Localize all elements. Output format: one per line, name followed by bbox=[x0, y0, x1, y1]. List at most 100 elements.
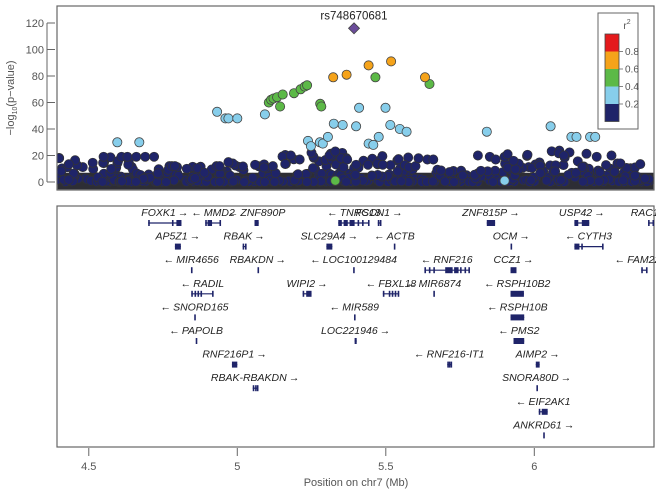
snp-point-low-ld bbox=[367, 170, 377, 181]
snp-point-low-ld bbox=[223, 157, 234, 168]
gene-exon bbox=[543, 432, 545, 439]
snp-point-low-ld bbox=[247, 172, 258, 183]
gene-WIPI2: WIPI2 → bbox=[286, 278, 328, 297]
gene-exon bbox=[450, 361, 453, 368]
gene-label: ← RNF216 bbox=[421, 254, 473, 266]
x-axis: 4.5 5 5.5 6 bbox=[81, 448, 537, 473]
gene-RNF216-IT1: ← RNF216-IT1 bbox=[414, 349, 484, 368]
gene-PAPOLB: ← PAPOLB bbox=[169, 325, 223, 344]
gene-label: RBAK → bbox=[224, 231, 265, 243]
gene-exon bbox=[171, 220, 174, 226]
gene-exon bbox=[602, 243, 604, 250]
snp-point-low-ld bbox=[559, 150, 569, 161]
gene-USP42: USP42 → bbox=[559, 207, 605, 226]
snp-point-low-ld bbox=[190, 173, 200, 184]
gene-exon bbox=[254, 220, 259, 226]
gene-ZNF815P: ZNF815P → bbox=[461, 207, 520, 226]
snp-point-low-ld bbox=[594, 167, 605, 178]
snp-point-r2-0-2-0-4 bbox=[337, 120, 348, 131]
gene-exon bbox=[207, 220, 213, 226]
legend-bin-0.2-0.4 bbox=[605, 86, 619, 104]
gene-LOC100129484: ← LOC100129484 bbox=[310, 254, 397, 274]
gene-exon bbox=[581, 220, 590, 226]
snp-point-low-ld bbox=[640, 173, 650, 184]
gene-exon bbox=[354, 314, 356, 321]
gene-exon bbox=[428, 267, 431, 274]
legend-tick-label: 0.4 bbox=[625, 82, 639, 93]
gene-label: ← ZNF890P bbox=[228, 207, 286, 219]
snp-point-low-ld bbox=[152, 168, 163, 179]
gene-exon bbox=[394, 290, 397, 297]
snp-point-low-ld bbox=[169, 161, 180, 172]
snp-point-r2-0-2-0-4 bbox=[259, 109, 270, 120]
gene-exon bbox=[652, 220, 655, 226]
gene-CYTH3: ← CYTH3 bbox=[565, 231, 612, 250]
snp-point-r2-0-6-0-8 bbox=[419, 72, 430, 83]
gene-SNORD165: ← SNORD165 bbox=[160, 301, 229, 321]
gene-label: ← MMD2 bbox=[191, 207, 235, 219]
gene-label: WIPI2 → bbox=[286, 278, 327, 290]
snp-point-low-ld bbox=[228, 176, 239, 187]
gene-exon bbox=[377, 220, 380, 226]
gene-exon bbox=[353, 267, 355, 274]
gene-FAM220A: ← FAM220A bbox=[615, 254, 656, 274]
legend-bin-0.8-1.0 bbox=[605, 34, 619, 52]
snp-point-low-ld bbox=[436, 165, 447, 176]
snp-point-r2-0-2-0-4 bbox=[112, 137, 123, 148]
snp-point-low-ld bbox=[555, 175, 566, 186]
snp-point-low-ld bbox=[440, 176, 450, 187]
gene-exon bbox=[424, 267, 427, 274]
snp-point-low-ld bbox=[593, 176, 604, 187]
snp-point-low-ld bbox=[239, 177, 250, 187]
snp-point-low-ld bbox=[250, 159, 261, 170]
snp-point-low-ld bbox=[449, 177, 460, 187]
gene-RBAKDN: RBAKDN → bbox=[230, 254, 286, 274]
snp-point-low-ld bbox=[541, 175, 552, 186]
snp-point-low-ld bbox=[106, 163, 117, 174]
snp-point-low-ld bbox=[341, 176, 352, 187]
gene-label: ← TNRC18 bbox=[327, 207, 381, 219]
gene-exon bbox=[148, 220, 150, 226]
gene-label: ← PMS2 bbox=[498, 325, 539, 337]
snp-point-low-ld bbox=[181, 163, 192, 174]
snp-point-low-ld bbox=[351, 159, 362, 170]
r2-legend: r2 0.8 0.6 0.4 0.2 bbox=[597, 12, 639, 130]
x-tick-label: 5.5 bbox=[378, 461, 393, 473]
snp-point-low-ld bbox=[330, 146, 341, 157]
gene-exon bbox=[641, 267, 643, 274]
snp-point-low-ld bbox=[199, 167, 210, 178]
gene-RSPH10B: ← RSPH10B bbox=[487, 301, 548, 321]
gene-RBAK-RBAKDN: RBAK-RBAKDN → bbox=[211, 372, 299, 392]
gene-exon bbox=[194, 314, 196, 321]
snp-point-r2-0-2-0-4 bbox=[354, 102, 365, 113]
snp-point-low-ld bbox=[97, 176, 108, 187]
lead-snp-diamond bbox=[347, 22, 361, 35]
gene-CCZ1: CCZ1 → bbox=[493, 254, 534, 274]
gene-ZNF890P: ← ZNF890P bbox=[228, 207, 286, 226]
gene-exon bbox=[219, 220, 222, 226]
gene-exon bbox=[448, 361, 451, 368]
gene-ACTB: ← ACTB bbox=[374, 231, 415, 250]
gene-exon bbox=[541, 408, 548, 415]
snp-point-r2-0-6-0-8 bbox=[363, 60, 374, 71]
gene-label: ← ACTB bbox=[374, 231, 415, 243]
snp-point-r2-0-4-0-6 bbox=[330, 175, 341, 186]
snp-point-r2-0-4-0-6 bbox=[275, 101, 286, 112]
snp-point-low-ld bbox=[192, 163, 203, 174]
snp-point-low-ld bbox=[63, 174, 74, 185]
snp-point-low-ld bbox=[591, 151, 602, 162]
gene-exon bbox=[382, 290, 385, 297]
snp-point-low-ld bbox=[510, 164, 521, 175]
gene-exon bbox=[460, 267, 462, 274]
gene-SNORA80D: SNORA80D → bbox=[502, 372, 571, 392]
snp-point-r2-0-2-0-4 bbox=[481, 126, 492, 137]
gene-RSPH10B2: ← RSPH10B2 bbox=[484, 278, 551, 297]
y-tick-label: 120 bbox=[26, 18, 44, 30]
gene-label: ← EIF2AK1 bbox=[516, 396, 571, 408]
lead-snp-group: rs748670681 bbox=[320, 10, 388, 35]
snp-point-low-ld bbox=[87, 157, 98, 168]
lead-snp-label: rs748670681 bbox=[320, 10, 387, 22]
snp-point-low-ld bbox=[577, 176, 588, 187]
y-axis: 0 20 40 60 80 100 120 bbox=[26, 18, 55, 189]
